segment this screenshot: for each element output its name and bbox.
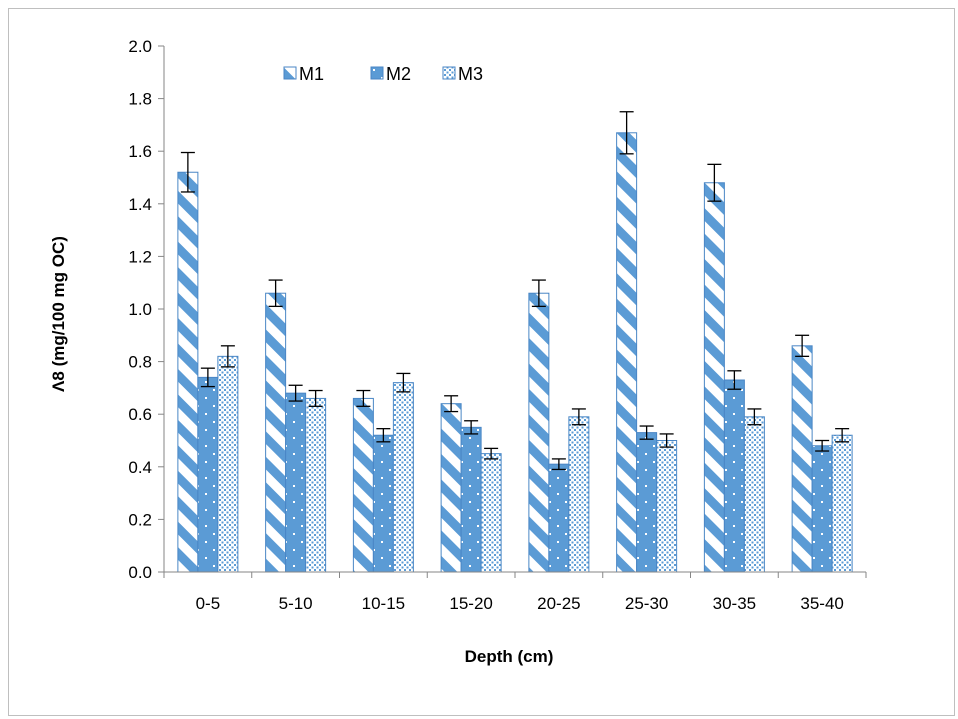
bar-chart: 0.0 0.2 0.4 0.6 0.8 1.0 1.2 1.4 1.6 1.8 2.0 0-5 5-10… — [49, 37, 867, 666]
error-bar-m3-35-40 — [835, 428, 850, 443]
error-bar-m1-10-15 — [356, 389, 371, 407]
error-bar-m3-0-5 — [220, 345, 235, 368]
y-tick-label: 1.2 — [128, 247, 152, 266]
error-bar-m2-0-5 — [200, 367, 215, 388]
bar-m3-35-40 — [831, 434, 853, 573]
bar-m1-30-35 — [703, 182, 725, 573]
legend-item-m1: M1 — [283, 64, 324, 84]
x-tick-label: 20-25 — [537, 594, 580, 613]
error-bar-m2-20-25 — [551, 458, 566, 471]
bar-m2-30-35 — [723, 379, 745, 573]
y-tick-label: 1.8 — [128, 90, 152, 109]
y-tick-label: 0.6 — [128, 405, 152, 424]
legend-label: M3 — [458, 64, 483, 84]
legend-label: M1 — [299, 64, 324, 84]
x-tick-label: 35-40 — [800, 594, 843, 613]
y-axis-title: Λ8 (mg/100 mg OC) — [49, 236, 68, 392]
error-bar-m3-10-15 — [396, 372, 411, 393]
bar-m2-15-20 — [460, 426, 482, 573]
error-bar-m3-20-25 — [571, 408, 586, 426]
x-tick-label: 30-35 — [713, 594, 756, 613]
y-tick-label: 1.0 — [128, 300, 152, 319]
error-bar-m1-5-10 — [268, 279, 283, 308]
error-bar-m3-15-20 — [484, 447, 499, 460]
legend-swatch — [442, 66, 456, 80]
y-tick-label: 1.4 — [128, 195, 152, 214]
bar-m3-30-35 — [743, 416, 765, 573]
bar-m1-20-25 — [528, 292, 550, 573]
error-bar-m2-25-30 — [639, 425, 654, 440]
chart-frame: 0.0 0.2 0.4 0.6 0.8 1.0 1.2 1.4 1.6 1.8 2.0 0-5 5-10… — [8, 8, 955, 716]
y-tick-label: 0.4 — [128, 458, 152, 477]
legend-item-m2: M2 — [370, 64, 411, 84]
y-tick-label: 2.0 — [128, 37, 152, 56]
bar-m3-10-15 — [392, 382, 414, 573]
x-tick-label: 5-10 — [279, 594, 313, 613]
bar-m3-25-30 — [656, 440, 678, 573]
x-tick-label: 15-20 — [449, 594, 492, 613]
x-tick-label: 25-30 — [625, 594, 668, 613]
bar-m1-5-10 — [265, 292, 287, 573]
error-bar-m2-35-40 — [815, 439, 830, 452]
error-bar-m1-0-5 — [180, 151, 195, 193]
legend-label: M2 — [386, 64, 411, 84]
x-tick-label: 10-15 — [362, 594, 405, 613]
bar-m3-5-10 — [305, 397, 327, 573]
bar-m3-0-5 — [217, 355, 239, 573]
error-bar-m2-10-15 — [376, 428, 391, 443]
legend-item-m3: M3 — [442, 64, 483, 84]
y-tick-label: 1.6 — [128, 142, 152, 161]
error-bar-m2-5-10 — [288, 384, 303, 402]
bar-m2-0-5 — [197, 376, 219, 573]
error-bar-m1-35-40 — [795, 334, 810, 357]
bar-m1-0-5 — [177, 171, 199, 573]
error-bar-m1-20-25 — [531, 279, 546, 308]
bar-m1-10-15 — [352, 397, 374, 573]
error-bar-m3-5-10 — [308, 389, 323, 407]
error-bar-m2-15-20 — [464, 420, 479, 435]
error-bar-m2-30-35 — [727, 370, 742, 390]
bar-m1-35-40 — [791, 345, 813, 573]
error-bar-m3-30-35 — [747, 408, 762, 426]
y-tick-label: 0.8 — [128, 353, 152, 372]
y-tick-label: 0.0 — [128, 563, 152, 582]
bar-m3-20-25 — [568, 416, 590, 573]
legend-swatch — [370, 66, 384, 80]
bar-m2-10-15 — [372, 434, 394, 573]
bar-m2-5-10 — [285, 392, 307, 573]
bar-m2-25-30 — [636, 432, 658, 573]
y-tick-label: 0.2 — [128, 510, 152, 529]
bar-m3-15-20 — [480, 453, 502, 573]
x-tick-label: 0-5 — [196, 594, 221, 613]
bar-m2-35-40 — [811, 445, 833, 573]
bar-m1-15-20 — [440, 403, 462, 573]
legend-swatch — [283, 66, 297, 80]
error-bar-m1-15-20 — [444, 395, 459, 413]
error-bar-m3-25-30 — [659, 433, 674, 448]
bar-m2-20-25 — [548, 463, 570, 573]
bar-m1-25-30 — [616, 132, 638, 573]
x-axis-title: Depth (cm) — [465, 647, 554, 666]
error-bar-m1-25-30 — [619, 111, 634, 155]
error-bar-m1-30-35 — [707, 163, 722, 202]
